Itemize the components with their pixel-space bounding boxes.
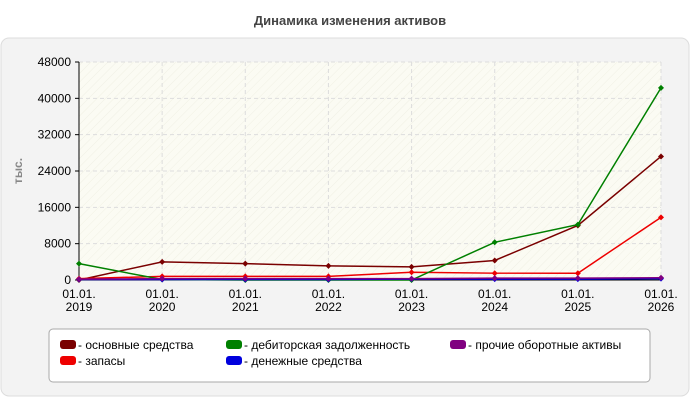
- legend-label: - денежные средства: [244, 354, 362, 368]
- y-tick-label: 0: [64, 273, 71, 287]
- point: [574, 221, 581, 228]
- y-tick-label: 48000: [38, 55, 72, 69]
- point: [408, 263, 415, 270]
- legend-label: - основные средства: [78, 338, 194, 352]
- legend-label: - прочие оборотные активы: [468, 338, 621, 352]
- x-tick-label: 01.01. 2019: [62, 287, 95, 314]
- point: [491, 239, 498, 246]
- point: [325, 275, 332, 282]
- legend-swatch: [226, 356, 242, 365]
- point: [491, 275, 498, 282]
- series-line: [78, 155, 662, 281]
- legend-swatch: [226, 340, 242, 349]
- x-tick-label: 01.01. 2023: [395, 287, 428, 314]
- point: [491, 270, 498, 277]
- x-tick-label: 01.01. 2024: [478, 287, 511, 314]
- x-tick-label: 01.01. 2026: [644, 287, 677, 314]
- point: [491, 257, 498, 264]
- series-line: [78, 216, 662, 280]
- series-line: [78, 276, 662, 280]
- point: [159, 258, 166, 265]
- legend-label: - запасы: [78, 354, 125, 368]
- y-tick-label: 32000: [38, 128, 72, 142]
- point: [658, 274, 664, 281]
- legend-label: - дебиторская задолженность: [244, 338, 410, 352]
- x-tick-label: 01.01. 2022: [312, 287, 345, 314]
- y-axis-label: тыс.: [11, 158, 25, 184]
- point: [242, 260, 249, 267]
- point: [76, 260, 82, 267]
- point: [574, 270, 581, 277]
- point: [574, 275, 581, 282]
- y-tick-label: 40000: [38, 91, 72, 105]
- point: [325, 262, 332, 269]
- legend-swatch: [450, 340, 466, 349]
- y-tick-label: 8000: [44, 237, 71, 251]
- legend: [48, 328, 651, 383]
- x-tick-label: 01.01. 2025: [561, 287, 594, 314]
- point: [159, 275, 166, 282]
- point: [242, 275, 249, 282]
- point: [408, 275, 415, 282]
- x-tick-label: 01.01. 2021: [229, 287, 262, 314]
- point: [76, 276, 82, 283]
- y-tick-label: 24000: [38, 164, 72, 178]
- point: [658, 153, 664, 160]
- point: [408, 269, 415, 276]
- legend-swatch: [60, 340, 76, 349]
- chart-title: Динамика изменения активов: [254, 13, 446, 28]
- point: [658, 84, 664, 91]
- legend-swatch: [60, 356, 76, 365]
- point: [658, 214, 664, 221]
- x-tick-label: 01.01. 2020: [145, 287, 178, 314]
- y-tick-label: 16000: [38, 200, 72, 214]
